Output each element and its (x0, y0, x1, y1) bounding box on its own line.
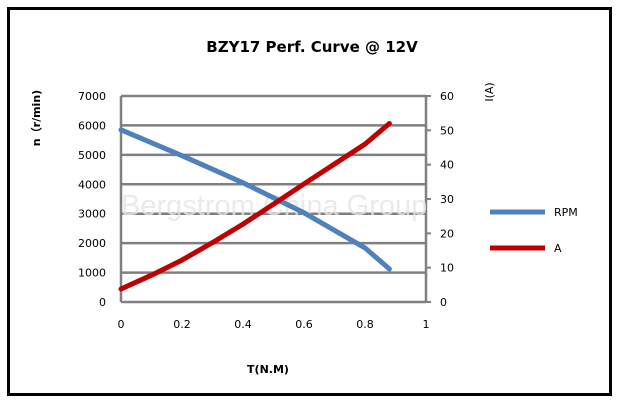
y-tick-label: 3000 (78, 208, 106, 221)
y-axis-label: n（r/min) (30, 90, 43, 146)
chart-frame (7, 7, 612, 396)
legend-label: RPM (554, 206, 578, 219)
y2-axis-label: I(A) (483, 82, 496, 101)
y-tick-label: 5000 (78, 149, 106, 162)
y-tick-label: 0 (99, 296, 106, 309)
x-axis-label: T(N.M) (247, 363, 289, 376)
chart-title: BZY17 Perf. Curve @ 12V (206, 38, 418, 56)
y2-tick-label: 30 (440, 193, 454, 206)
y-tick-label: 2000 (78, 237, 106, 250)
y2-tick-label: 0 (440, 296, 447, 309)
x-tick-label: 0.4 (234, 318, 252, 331)
legend-label: A (554, 242, 562, 255)
y-tick-label: 4000 (78, 178, 106, 191)
y2-tick-label: 50 (440, 124, 454, 137)
series-line-rpm (118, 127, 392, 272)
y2-tick-label: 20 (440, 227, 454, 240)
y2-tick-label: 40 (440, 159, 454, 172)
y2-tick-label: 60 (440, 90, 454, 103)
y2-tick-label: 10 (440, 262, 454, 275)
y-tick-label: 7000 (78, 90, 106, 103)
series-line-a (118, 121, 392, 292)
x-tick-label: 0.8 (356, 318, 374, 331)
y-tick-label: 1000 (78, 267, 106, 280)
x-tick-label: 0.6 (295, 318, 313, 331)
x-tick-label: 0.2 (173, 318, 191, 331)
y-tick-label: 6000 (78, 119, 106, 132)
x-tick-label: 0 (118, 318, 125, 331)
x-tick-label: 1 (423, 318, 430, 331)
